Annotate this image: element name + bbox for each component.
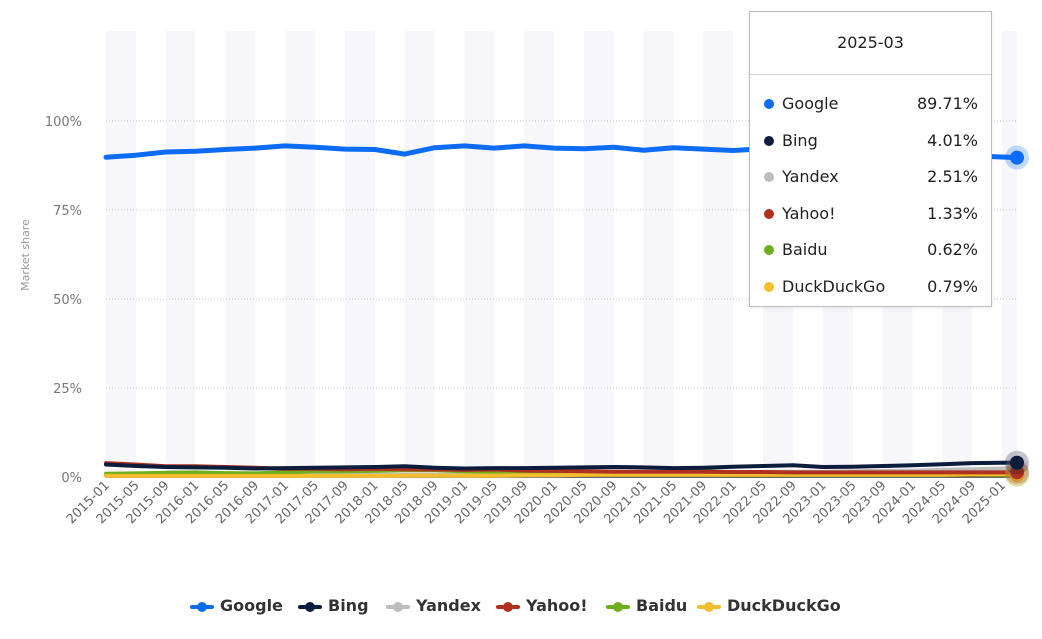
tooltip-row: Baidu 0.62%	[762, 240, 978, 260]
y-axis-tick-labels: 0% 25% 50% 75% 100%	[45, 115, 82, 486]
background-band	[106, 31, 136, 477]
background-band	[464, 31, 495, 477]
legend-label: Yandex	[416, 596, 481, 615]
tooltip-series-value: 0.62%	[927, 240, 978, 260]
tooltip-series-value: 89.71%	[916, 94, 978, 113]
legend-label: Yahoo!	[526, 596, 588, 615]
legend-label: Google	[220, 596, 283, 615]
series-dot-icon	[764, 245, 774, 256]
tooltip-series-name: Google	[782, 94, 839, 113]
legend-line-icon	[496, 602, 520, 612]
tooltip-series-name: DuckDuckGo	[782, 277, 886, 296]
tooltip-series-value: 4.01%	[927, 130, 978, 150]
tooltip-series-value: 2.51%	[927, 167, 978, 187]
tooltip-title: 2025-03	[750, 12, 991, 75]
tooltip-row: Yandex 2.51%	[762, 167, 978, 187]
line-chart: 0% 25% 50% 75% 100% Market share 2015-012015…	[19, 31, 1029, 528]
background-band	[344, 31, 375, 477]
tooltip-series-name: Yahoo!	[782, 203, 836, 223]
background-band	[703, 31, 734, 477]
x-axis-tick-labels: 2015-012015-052015-092016-012016-052016-…	[64, 478, 1009, 527]
background-bands	[106, 31, 1017, 477]
chart-legend: Google Bing Yandex Yahoo! Baidu DuckDuckGo	[0, 595, 1042, 619]
y-tick-label: 50%	[53, 293, 82, 308]
series-dot-icon	[764, 282, 774, 292]
hover-tooltip: 2025-03 Google 89.71% Bing 4.01% Yandex 2.51%…	[749, 11, 992, 307]
background-band	[1002, 31, 1017, 477]
series-dot-icon	[764, 208, 774, 219]
series-lines	[103, 143, 1020, 478]
y-tick-label: 100%	[45, 115, 82, 130]
background-band	[583, 31, 614, 477]
tooltip-series-name: Baidu	[782, 240, 828, 260]
series-dot-icon	[764, 172, 774, 183]
legend-label: DuckDuckGo	[727, 596, 841, 615]
y-tick-label: 0%	[61, 471, 82, 486]
tooltip-row: Yahoo! 1.33%	[762, 204, 978, 224]
legend-line-icon	[298, 602, 322, 612]
y-tick-label: 25%	[53, 382, 82, 397]
legend-line-icon	[190, 602, 214, 612]
end-marker-bing	[1010, 455, 1024, 470]
y-axis-label: Market share	[19, 219, 32, 291]
legend-line-icon	[386, 602, 410, 612]
tooltip-row: Bing 4.01%	[762, 131, 978, 151]
tooltip-series-value: 0.79%	[927, 277, 978, 296]
series-dot-icon	[764, 99, 774, 109]
background-band	[225, 31, 256, 477]
y-tick-label: 75%	[53, 204, 82, 219]
background-band	[643, 31, 674, 477]
tooltip-row: Google 89.71%	[762, 94, 978, 114]
background-band	[165, 31, 196, 477]
tooltip-series-name: Bing	[782, 130, 818, 150]
tooltip-series-name: Yandex	[782, 167, 839, 187]
background-band	[524, 31, 555, 477]
series-line-bing	[104, 460, 1019, 471]
background-band	[285, 31, 316, 477]
series-end-markers	[1005, 145, 1029, 487]
background-band	[404, 31, 435, 477]
legend-line-icon	[606, 602, 630, 612]
series-line-duckduckgo	[104, 472, 1019, 478]
tooltip-row: DuckDuckGo 0.79%	[762, 277, 978, 297]
legend-label: Baidu	[636, 596, 688, 615]
series-dot-icon	[764, 135, 774, 146]
tooltip-series-value: 1.33%	[927, 203, 978, 223]
end-marker-google	[1010, 150, 1024, 165]
legend-line-icon	[697, 602, 721, 612]
legend-label: Bing	[328, 596, 369, 615]
